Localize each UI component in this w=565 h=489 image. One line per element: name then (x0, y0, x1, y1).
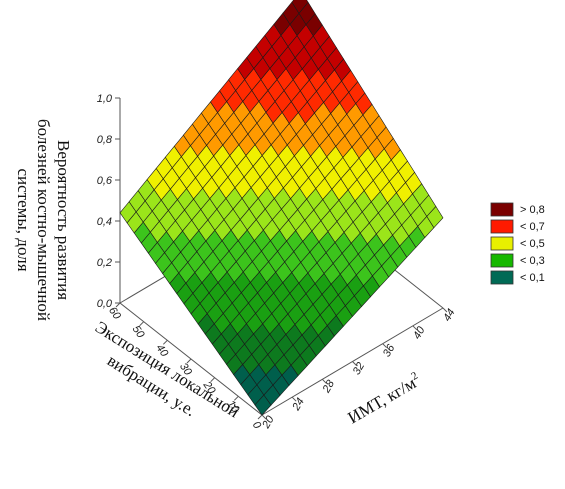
legend-label: < 0,7 (520, 221, 545, 233)
x-tick-label: 32 (351, 360, 368, 377)
x-tick-mark (382, 343, 388, 349)
y-tick-mark (210, 377, 216, 383)
ticks-layer: 0,00,20,40,60,81,02024283236404401020304… (97, 93, 458, 432)
surface-layer (119, 0, 444, 416)
z-tick-label: 1,0 (97, 93, 113, 105)
x-axis-title: ИМТ, кг/м2 (344, 370, 424, 428)
y-tick-mark (186, 358, 192, 364)
legend-label: < 0,3 (520, 255, 545, 267)
y-tick-mark (162, 339, 168, 345)
legend-swatch (490, 236, 514, 251)
x-tick-mark (442, 307, 448, 313)
x-tick-label: 44 (441, 307, 458, 324)
surface-cell (426, 206, 444, 229)
y-tick-mark (139, 321, 145, 327)
z-tick-label: 0,0 (97, 298, 113, 310)
x-tick-mark (412, 325, 418, 331)
legend-swatch (490, 253, 514, 268)
z-axis-title: Вероятность развития болезней костно-мыш… (14, 119, 73, 321)
z-axis-title-line-2: болезней костно-мышечной (34, 119, 53, 321)
x-tick-mark (291, 396, 297, 402)
y-tick-mark (115, 302, 121, 308)
z-tick-label: 0,8 (97, 134, 113, 146)
legend-label: < 0,5 (520, 238, 545, 250)
legend: > 0,8 < 0,7 < 0,5 < 0,3 < 0,1 (490, 202, 545, 285)
z-tick-label: 0,6 (97, 175, 113, 187)
legend-label: < 0,1 (520, 272, 545, 284)
x-tick-label: 24 (290, 396, 307, 413)
legend-label: > 0,8 (520, 204, 545, 216)
x-tick-mark (261, 414, 267, 420)
y-tick-mark (257, 414, 263, 420)
z-tick-label: 0,4 (97, 216, 112, 228)
x-tick-mark (352, 361, 357, 366)
z-tick-label: 0,2 (97, 257, 112, 269)
legend-swatch (490, 202, 514, 217)
x-axis-title-sup: 2 (409, 370, 420, 383)
legend-swatch (490, 270, 514, 285)
y-tick-mark (233, 395, 239, 401)
legend-swatch (490, 219, 514, 234)
z-axis-title-line-1: Вероятность развития (54, 140, 73, 300)
z-axis-title-line-3: системы, доля (14, 168, 33, 271)
x-tick-mark (321, 378, 327, 384)
